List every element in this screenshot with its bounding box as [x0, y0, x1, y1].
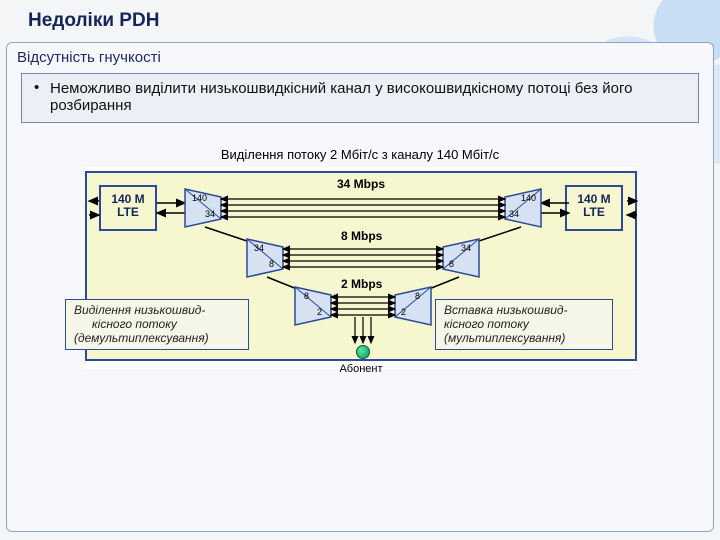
svg-text:8: 8	[304, 291, 309, 301]
rate-2-label: 2 Mbps	[337, 277, 386, 291]
diagram-caption: Виділення потоку 2 Мбіт/с з каналу 140 М…	[7, 147, 713, 162]
callout-demux: Виділення низькошвид- кісного потоку (де…	[65, 299, 249, 350]
bullet-text: Неможливо виділити низькошвидкісний кана…	[50, 80, 632, 114]
callout-left-l3: (демультиплексування)	[74, 332, 240, 346]
drop-lines	[355, 317, 371, 343]
callout-left-l2: кісного потоку	[74, 318, 240, 332]
mux-140-34-left: 140 34	[185, 189, 221, 227]
svg-text:8: 8	[449, 259, 454, 269]
rate-34-label: 34 Mbps	[333, 177, 389, 191]
lines-2	[331, 297, 395, 315]
callout-mux: Вставка низькошвид- кісного потоку (муль…	[435, 299, 613, 350]
svg-text:140: 140	[521, 193, 536, 203]
svg-text:8: 8	[269, 259, 274, 269]
svg-text:34: 34	[509, 209, 519, 219]
page-title: Недоліки PDH	[28, 10, 159, 32]
mux-140-34-right: 140 34	[505, 189, 541, 227]
svg-text:140: 140	[192, 193, 207, 203]
rate-8-label: 8 Mbps	[337, 229, 386, 243]
abonent-dot	[356, 345, 370, 359]
svg-text:2: 2	[317, 307, 322, 317]
callout-right-l3: (мультиплексування)	[444, 332, 604, 346]
callout-left-l1: Виділення низькошвид-	[74, 304, 240, 318]
svg-text:2: 2	[401, 307, 406, 317]
content-panel: Відсутність гнучкості Неможливо виділити…	[6, 42, 714, 532]
lines-34	[221, 199, 505, 217]
mux-34-8-left: 34 8	[247, 239, 283, 277]
svg-text:8: 8	[415, 291, 420, 301]
subtitle: Відсутність гнучкості	[17, 49, 161, 66]
mux-8-2-right: 8 2	[395, 287, 431, 325]
mux-8-2-left: 8 2	[295, 287, 331, 325]
callout-right-l1: Вставка низькошвид-	[444, 304, 604, 318]
svg-text:34: 34	[254, 243, 264, 253]
svg-text:34: 34	[461, 243, 471, 253]
lines-8	[283, 249, 443, 267]
callout-right-l2: кісного потоку	[444, 318, 604, 332]
bullet-box: Неможливо виділити низькошвидкісний кана…	[21, 73, 699, 123]
svg-text:34: 34	[205, 209, 215, 219]
abonent-label: Абонент	[321, 363, 401, 375]
mux-34-8-right: 34 8	[443, 239, 479, 277]
